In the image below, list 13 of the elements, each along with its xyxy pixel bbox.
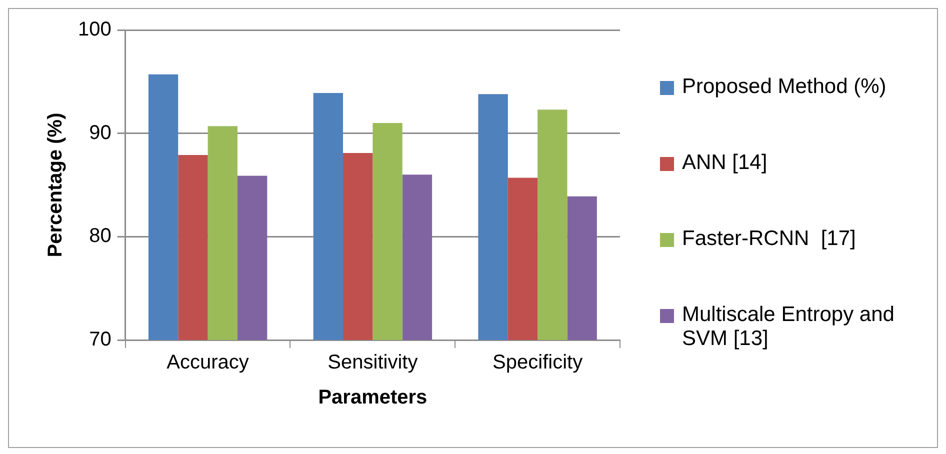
legend-label: Multiscale Entropy and SVM [13] xyxy=(682,303,896,351)
legend-label: Faster-RCNN [17] xyxy=(682,227,856,251)
y-tick-label: 90 xyxy=(89,122,112,144)
y-tick-label: 70 xyxy=(89,328,112,351)
x-axis-title: Parameters xyxy=(318,386,428,409)
y-axis-title: Percentage (%) xyxy=(44,112,67,258)
legend-label: Proposed Method (%) xyxy=(682,75,886,99)
y-tick-label: 80 xyxy=(89,225,112,248)
legend-label: ANN [14] xyxy=(682,151,768,175)
x-tick-label: Sensitivity xyxy=(328,352,418,374)
y-tick-label: 100 xyxy=(78,18,112,41)
x-tick-label: Accuracy xyxy=(166,352,249,374)
x-tick-label: Specificity xyxy=(492,352,583,374)
